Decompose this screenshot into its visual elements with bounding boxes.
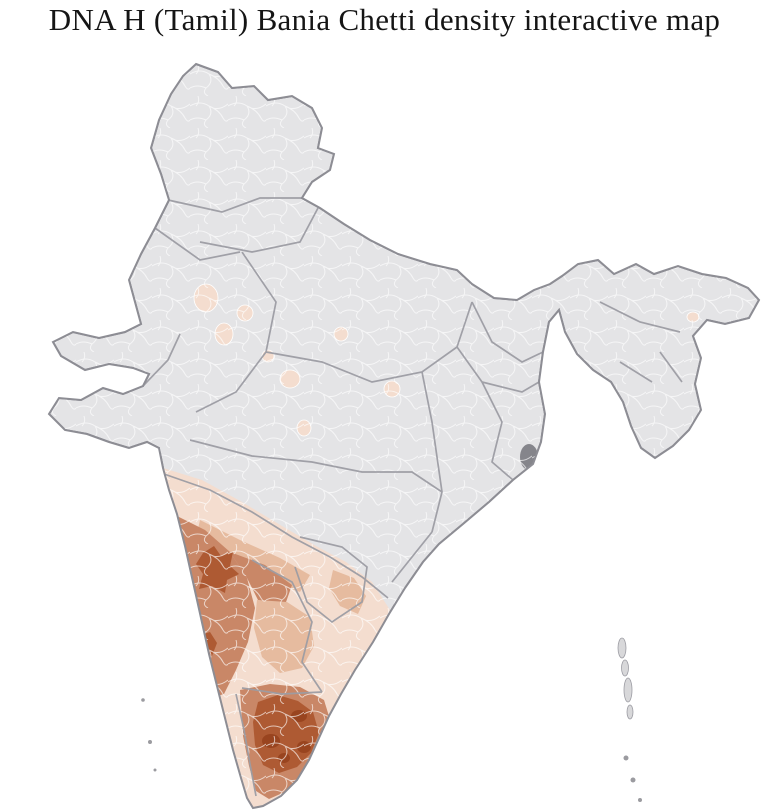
lakshadweep-island-dot[interactable]: [148, 740, 152, 744]
andaman-island[interactable]: [623, 677, 633, 703]
andaman-island[interactable]: [626, 704, 634, 720]
map-title: DNA H (Tamil) Bania Chetti density inter…: [48, 2, 721, 37]
lakshadweep-island-dot[interactable]: [141, 698, 145, 702]
nicobar-island-dot[interactable]: [623, 755, 629, 761]
nicobar-island-dot[interactable]: [638, 798, 642, 802]
andaman-island[interactable]: [621, 659, 629, 677]
district-border-mesh: [49, 64, 759, 808]
lakshadweep-island-dot[interactable]: [153, 768, 157, 772]
andaman-island[interactable]: [617, 637, 627, 659]
state-borders: [142, 197, 683, 797]
nicobar-island-dot[interactable]: [630, 777, 636, 783]
